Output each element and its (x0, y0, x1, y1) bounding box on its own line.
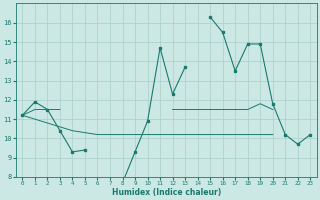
X-axis label: Humidex (Indice chaleur): Humidex (Indice chaleur) (112, 188, 221, 197)
